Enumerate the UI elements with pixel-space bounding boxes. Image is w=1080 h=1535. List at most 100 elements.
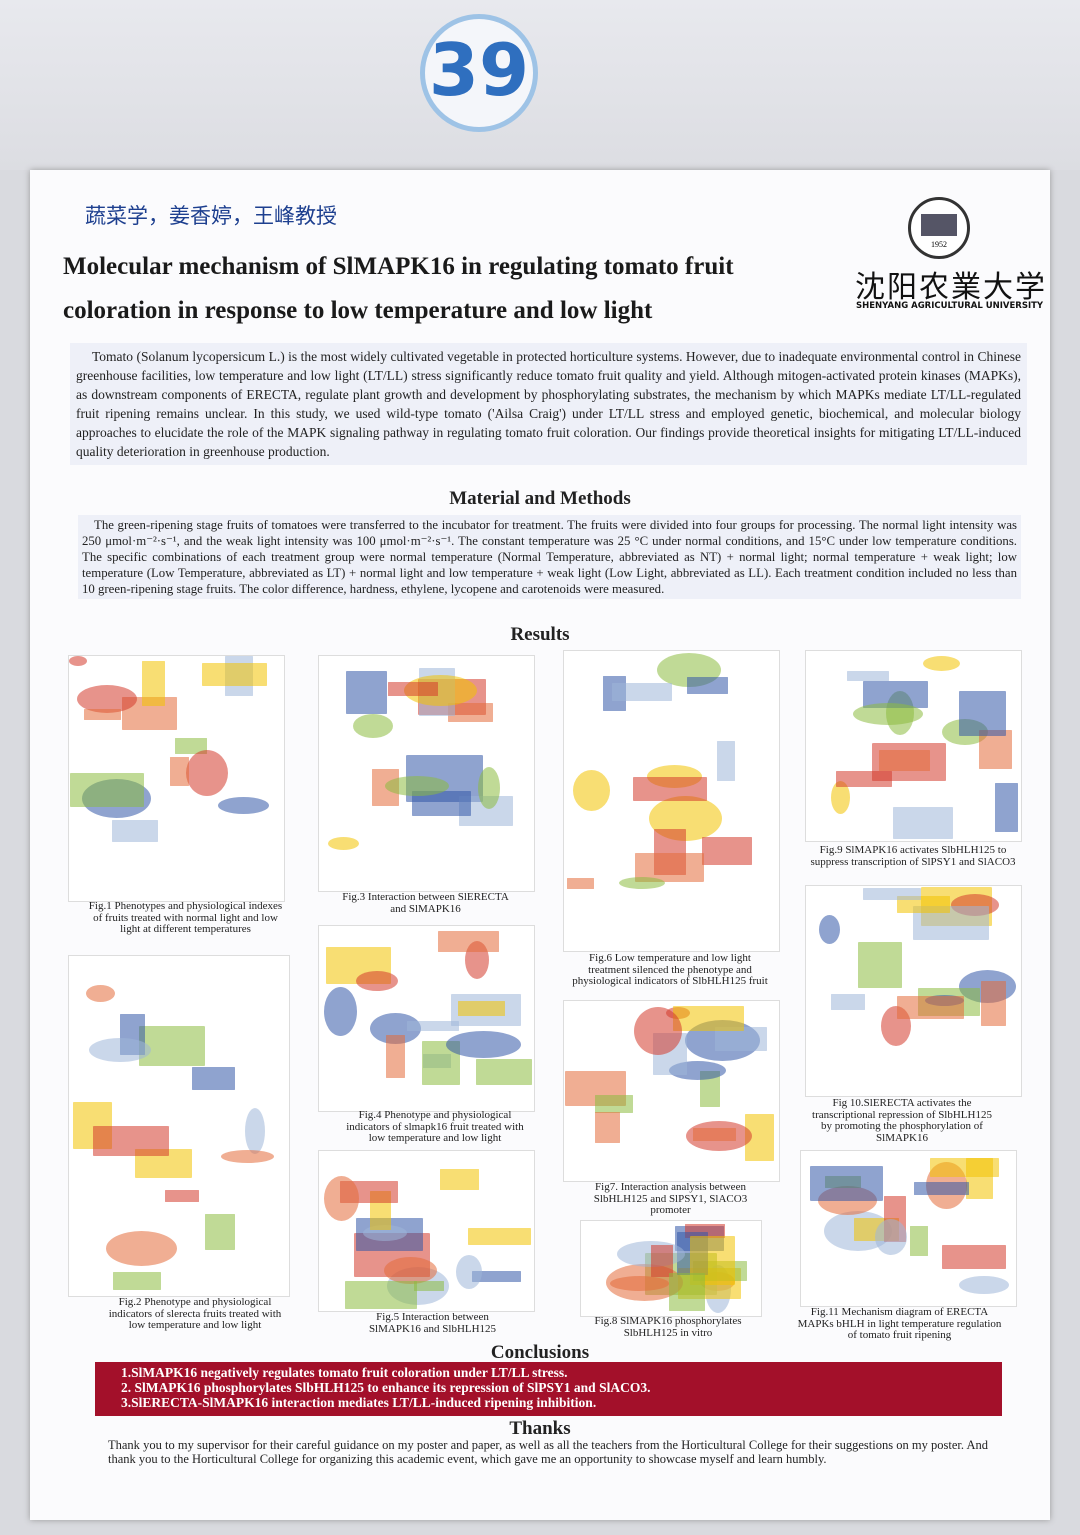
figure-graphic bbox=[669, 1273, 705, 1311]
figure-panel bbox=[580, 1220, 762, 1317]
figure-graphic bbox=[897, 996, 964, 1019]
figure-graphic bbox=[897, 896, 950, 913]
figure-graphic bbox=[112, 820, 158, 842]
figure-graphic bbox=[218, 797, 269, 814]
figure-graphic bbox=[573, 770, 610, 811]
figure-panel bbox=[805, 650, 1022, 842]
authors: 蔬菜学，姜香婷，王峰教授 bbox=[85, 204, 337, 228]
figure-graphic bbox=[356, 971, 398, 991]
figure-graphic bbox=[702, 837, 752, 865]
figure-graphic bbox=[89, 1038, 151, 1062]
figure-graphic bbox=[345, 1281, 417, 1309]
figure-graphic bbox=[717, 741, 735, 781]
figure-graphic bbox=[478, 767, 500, 809]
figure-graphic bbox=[476, 1059, 532, 1085]
figure-caption: Fig.5 Interaction between SlMAPK16 and S… bbox=[368, 1311, 497, 1335]
figure-graphic bbox=[407, 1021, 459, 1031]
figure-graphic bbox=[875, 1219, 907, 1255]
title-line: coloration in response to low temperatur… bbox=[63, 297, 653, 324]
figure-graphic bbox=[893, 807, 953, 839]
figure-graphic bbox=[202, 663, 267, 686]
figure-graphic bbox=[113, 1272, 161, 1290]
figure-graphic bbox=[819, 915, 840, 944]
figure-graphic bbox=[186, 750, 228, 796]
figure-graphic bbox=[831, 781, 850, 814]
figure-graphic bbox=[77, 685, 137, 713]
figure-graphic bbox=[673, 1006, 744, 1031]
figure-panel bbox=[318, 925, 535, 1112]
figure-graphic bbox=[847, 671, 889, 681]
figure-graphic bbox=[472, 1271, 521, 1282]
university-logo: 1952 bbox=[908, 197, 970, 259]
logo-year: 1952 bbox=[931, 240, 947, 249]
figure-graphic bbox=[456, 1255, 482, 1289]
figure-panel bbox=[563, 1000, 780, 1182]
figure-panel bbox=[805, 885, 1022, 1097]
figure-graphic bbox=[84, 709, 121, 720]
figure-graphic bbox=[595, 1095, 633, 1113]
figure-caption: Fig.11 Mechanism diagram of ERECTA MAPKs… bbox=[797, 1306, 1002, 1341]
figure-caption: Fig.1 Phenotypes and physiological index… bbox=[88, 900, 283, 935]
figure-graphic bbox=[831, 994, 865, 1010]
figure-caption: Fig7. Interaction analysis between SlbHL… bbox=[593, 1181, 748, 1216]
figure-graphic bbox=[86, 985, 115, 1002]
figure-graphic bbox=[346, 671, 387, 714]
thanks-text: Thank you to my supervisor for their car… bbox=[108, 1438, 988, 1466]
figure-graphic bbox=[914, 1182, 969, 1195]
figure-graphic bbox=[715, 1027, 767, 1051]
figure-graphic bbox=[979, 730, 1012, 769]
figure-graphic bbox=[165, 1190, 199, 1202]
figure-graphic bbox=[468, 1228, 531, 1245]
figure-graphic bbox=[446, 1031, 521, 1058]
figure-caption: Fig.2 Phenotype and physiological indica… bbox=[108, 1296, 282, 1331]
figure-graphic bbox=[858, 942, 902, 988]
figure-graphic bbox=[595, 1112, 620, 1143]
figure-graphic bbox=[995, 783, 1018, 832]
figure-graphic bbox=[386, 1035, 405, 1078]
conclusions-band: 1.SlMAPK16 negatively regulates tomato f… bbox=[95, 1362, 1002, 1416]
figure-panel bbox=[68, 955, 290, 1297]
figure-graphic bbox=[942, 1245, 1006, 1269]
badge-number: 39 bbox=[428, 28, 530, 112]
figure-graphic bbox=[959, 1276, 1009, 1294]
figure-graphic bbox=[810, 1166, 883, 1201]
figure-graphic bbox=[70, 773, 144, 807]
figure-graphic bbox=[440, 1169, 479, 1190]
figure-graphic bbox=[69, 656, 87, 666]
figure-caption: Fig.8 SlMAPK16 phosphorylates SlbHLH125 … bbox=[594, 1315, 742, 1339]
figure-graphic bbox=[353, 714, 393, 738]
figure-panel bbox=[563, 650, 780, 952]
conclusion: 1.SlMAPK16 negatively regulates tomato f… bbox=[121, 1365, 568, 1380]
figure-graphic bbox=[853, 703, 923, 725]
figure-graphic bbox=[414, 1281, 444, 1291]
figure-caption: Fig.3 Interaction between SlERECTA and S… bbox=[342, 891, 509, 915]
figure-caption: Fig 10.SlERECTA activates the transcript… bbox=[812, 1097, 992, 1144]
figure-graphic bbox=[879, 750, 930, 771]
abstract: Tomato (Solanum lycopersicum L.) is the … bbox=[70, 343, 1027, 465]
figure-graphic bbox=[923, 656, 960, 671]
figure-graphic bbox=[205, 1214, 235, 1250]
figure-panel bbox=[318, 1150, 535, 1312]
figure-graphic bbox=[612, 683, 672, 701]
figure-caption: Fig.4 Phenotype and physiological indica… bbox=[346, 1109, 524, 1144]
figure-graphic bbox=[981, 981, 1006, 1026]
figure-graphic bbox=[93, 1126, 169, 1156]
methods-text: The green-ripening stage fruits of tomat… bbox=[78, 515, 1021, 599]
figure-graphic bbox=[221, 1150, 274, 1163]
university-name-en: SHENYANG AGRICULTURAL UNIVERSITY bbox=[856, 301, 1044, 311]
wall bbox=[0, 0, 1080, 170]
university-name: 沈阳农業大学 bbox=[855, 270, 1047, 305]
figure-graphic bbox=[651, 1245, 673, 1277]
figure-graphic bbox=[619, 877, 665, 889]
figure-graphic bbox=[959, 691, 1006, 736]
conclusion: 3.SlERECTA-SlMAPK16 interaction mediates… bbox=[121, 1395, 597, 1410]
figure-graphic bbox=[324, 1176, 359, 1221]
figure-graphic bbox=[693, 1128, 736, 1141]
figure-graphic bbox=[106, 1231, 177, 1266]
figure-panel bbox=[68, 655, 285, 902]
thanks-heading: Thanks bbox=[509, 1418, 571, 1439]
figure-graphic bbox=[863, 888, 921, 900]
figure-graphic bbox=[385, 776, 449, 796]
figure-graphic bbox=[175, 738, 207, 754]
